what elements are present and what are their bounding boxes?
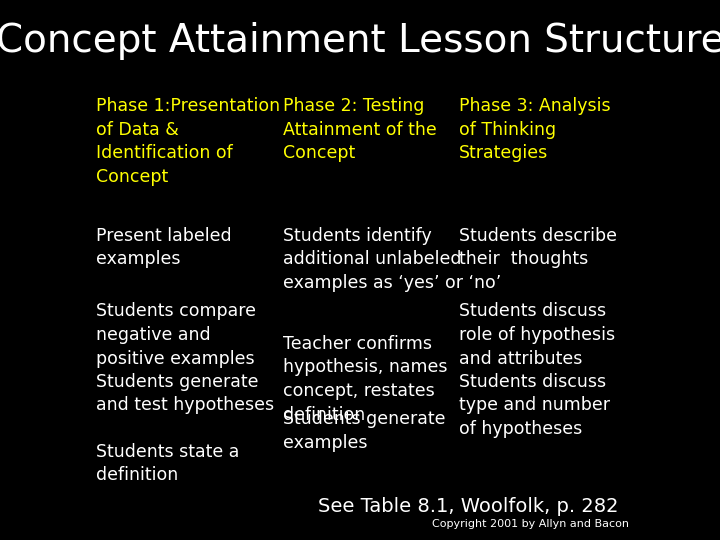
Text: Students state a
definition: Students state a definition	[96, 443, 240, 484]
Text: See Table 8.1, Woolfolk, p. 282: See Table 8.1, Woolfolk, p. 282	[318, 497, 618, 516]
Text: Phase 1:Presentation
of Data &
Identification of
Concept: Phase 1:Presentation of Data & Identific…	[96, 97, 280, 186]
Text: Present labeled
examples: Present labeled examples	[96, 227, 232, 268]
Text: Students identify
additional unlabeled
examples as ‘yes’ or ‘no’: Students identify additional unlabeled e…	[283, 227, 501, 292]
Text: Students describe
their  thoughts: Students describe their thoughts	[459, 227, 617, 268]
Text: Students generate
examples: Students generate examples	[283, 410, 446, 452]
Text: Students compare
negative and
positive examples: Students compare negative and positive e…	[96, 302, 256, 368]
Text: Students generate
and test hypotheses: Students generate and test hypotheses	[96, 373, 274, 414]
Text: Concept Attainment Lesson Structure: Concept Attainment Lesson Structure	[0, 22, 720, 59]
Text: Phase 2: Testing
Attainment of the
Concept: Phase 2: Testing Attainment of the Conce…	[283, 97, 437, 163]
Text: Students discuss
role of hypothesis
and attributes: Students discuss role of hypothesis and …	[459, 302, 615, 368]
Text: Copyright 2001 by Allyn and Bacon: Copyright 2001 by Allyn and Bacon	[432, 519, 629, 529]
Text: Students discuss
type and number
of hypotheses: Students discuss type and number of hypo…	[459, 373, 610, 438]
Text: Phase 3: Analysis
of Thinking
Strategies: Phase 3: Analysis of Thinking Strategies	[459, 97, 611, 163]
Text: Teacher confirms
hypothesis, names
concept, restates
definition: Teacher confirms hypothesis, names conce…	[283, 335, 448, 423]
